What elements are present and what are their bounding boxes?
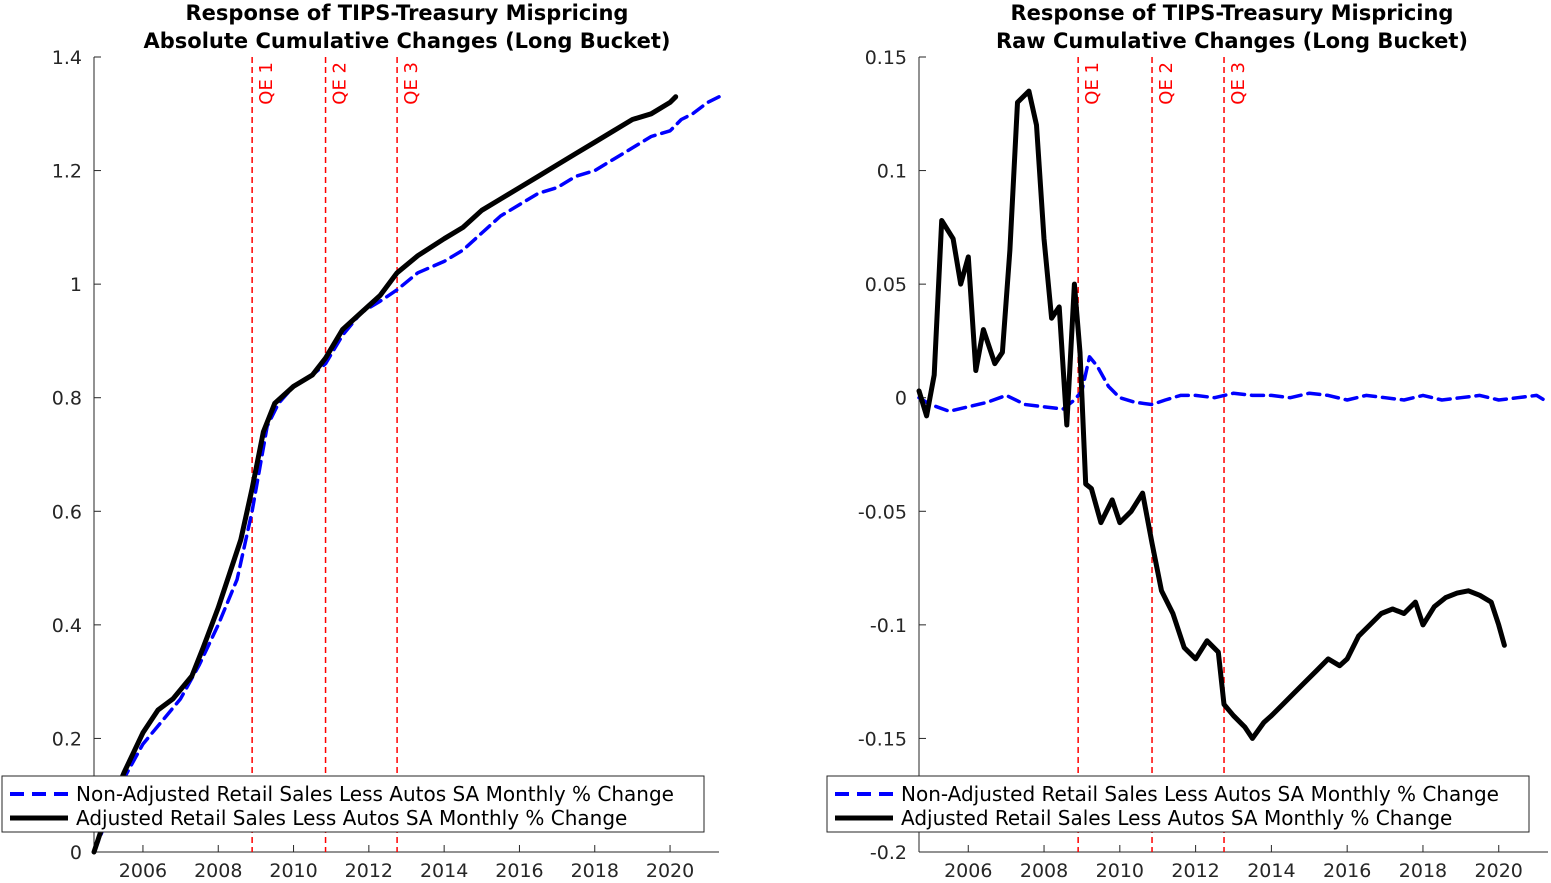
- left-y-tick-label: 0.6: [52, 501, 82, 523]
- right-x-tick-label: 2018: [1399, 860, 1447, 882]
- right-qe-label: QE 2: [1156, 62, 1177, 105]
- left-chart-subtitle: Absolute Cumulative Changes (Long Bucket…: [144, 29, 671, 53]
- right-series-nonadjusted: [917, 355, 1550, 414]
- left-x-tick-label: 2008: [194, 860, 242, 882]
- right-chart-subtitle: Raw Cumulative Changes (Long Bucket): [996, 29, 1468, 53]
- left-y-tick-label: 0: [70, 842, 82, 864]
- left-x-tick-label: 2012: [345, 860, 393, 882]
- left-qe-label: QE 2: [330, 62, 351, 105]
- left-qe-label: QE 1: [256, 62, 277, 105]
- right-y-tick-label: 0: [895, 388, 907, 410]
- right-y-tick-label: 0.05: [865, 274, 907, 296]
- left-x-tick-label: 2016: [495, 860, 543, 882]
- left-chart-panel: Response of TIPS-Treasury Mispricing Abs…: [1, 1, 721, 882]
- right-y-tick-label: 0.15: [865, 47, 907, 69]
- left-legend-label-adjusted: Adjusted Retail Sales Less Autos SA Mont…: [76, 806, 627, 830]
- left-y-tick-label: 1.2: [52, 161, 82, 183]
- left-x-tick-label: 2006: [119, 860, 167, 882]
- left-legend: Non-Adjusted Retail Sales Less Autos SA …: [1, 775, 705, 833]
- right-x-tick-label: 2008: [1020, 860, 1068, 882]
- right-qe-label: QE 1: [1082, 62, 1103, 105]
- left-x-tick-label: 2018: [571, 860, 619, 882]
- right-y-tick-label: -0.1: [870, 615, 907, 637]
- right-legend: Non-Adjusted Retail Sales Less Autos SA …: [826, 775, 1530, 833]
- left-plot-area: 0 0.2 0.4 0.6 0.8 1 1.2 1.4 2006 2008 2010 2012 2014…: [52, 47, 721, 882]
- right-legend-box: [826, 775, 1530, 833]
- right-x-tick-label: 2014: [1247, 860, 1295, 882]
- left-y-tick-label: 0.2: [52, 728, 82, 750]
- right-x-tick-label: 2010: [1096, 860, 1144, 882]
- right-legend-label-adjusted: Adjusted Retail Sales Less Autos SA Mont…: [901, 806, 1452, 830]
- right-y-tick-label: -0.05: [858, 501, 907, 523]
- right-legend-label-nonadjusted: Non-Adjusted Retail Sales Less Autos SA …: [901, 782, 1499, 806]
- right-y-tick-label: 0.1: [877, 161, 907, 183]
- left-legend-box: [1, 775, 705, 833]
- left-x-tick-label: 2020: [646, 860, 694, 882]
- right-x-tick-label: 2016: [1323, 860, 1371, 882]
- left-x-tick-label: 2010: [269, 860, 317, 882]
- left-x-tick-label: 2014: [420, 860, 468, 882]
- right-series-adjusted: [916, 88, 1507, 741]
- right-y-tick-label: -0.15: [858, 728, 907, 750]
- right-chart-panel: Response of TIPS-Treasury Mispricing Raw…: [826, 1, 1550, 882]
- right-y-tick-label: -0.2: [870, 842, 907, 864]
- left-series-adjusted: [91, 94, 679, 855]
- right-x-tick-label: 2012: [1171, 860, 1219, 882]
- right-chart-title: Response of TIPS-Treasury Mispricing: [1011, 1, 1454, 25]
- left-y-tick-label: 0.4: [52, 615, 82, 637]
- left-legend-label-nonadjusted: Non-Adjusted Retail Sales Less Autos SA …: [76, 782, 674, 806]
- left-y-tick-label: 0.8: [52, 388, 82, 410]
- left-qe-label: QE 3: [401, 62, 422, 105]
- left-series-nonadjusted: [92, 95, 721, 854]
- right-x-tick-label: 2020: [1475, 860, 1523, 882]
- right-qe-label: QE 3: [1228, 62, 1249, 105]
- left-chart-title: Response of TIPS-Treasury Mispricing: [186, 1, 629, 25]
- right-plot-area: -0.2 -0.15 -0.1 -0.05 0 0.05 0.1 0.15 2006 2008 20…: [858, 47, 1550, 882]
- right-x-tick-label: 2006: [944, 860, 992, 882]
- left-y-tick-label: 1: [70, 274, 82, 296]
- left-y-tick-label: 1.4: [52, 47, 82, 69]
